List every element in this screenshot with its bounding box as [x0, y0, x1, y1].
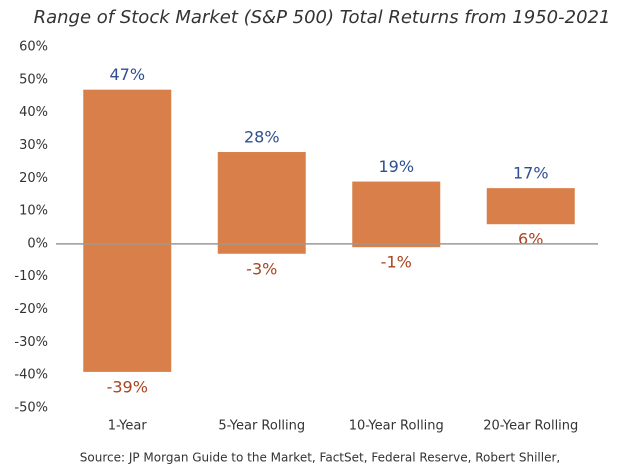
- max-label: 19%: [378, 157, 414, 176]
- min-label: -1%: [381, 253, 412, 272]
- range-bar: [352, 181, 441, 248]
- range-bar: [217, 152, 306, 254]
- min-label: -39%: [107, 377, 148, 396]
- y-tick-label: 10%: [19, 204, 48, 219]
- max-label: 28%: [244, 128, 280, 147]
- range-bar: [83, 89, 172, 372]
- y-tick-label: 40%: [19, 105, 48, 120]
- y-tick-label: 20%: [19, 171, 48, 186]
- x-tick-label: 10-Year Rolling: [349, 419, 444, 434]
- x-tick-label: 20-Year Rolling: [483, 419, 578, 434]
- y-tick-label: -50%: [14, 401, 48, 416]
- y-tick-label: -10%: [14, 269, 48, 284]
- y-tick-label: 0%: [27, 236, 48, 251]
- y-tick-label: 50%: [19, 72, 48, 87]
- y-tick-label: 60%: [19, 40, 48, 55]
- y-tick-label: -20%: [14, 302, 48, 317]
- x-tick-label: 5-Year Rolling: [218, 419, 305, 434]
- range-bar: [486, 188, 575, 225]
- chart-title: Range of Stock Market (S&P 500) Total Re…: [34, 7, 611, 28]
- max-label: 47%: [109, 65, 145, 84]
- x-tick-label: 1-Year: [108, 419, 148, 434]
- y-tick-label: 30%: [19, 138, 48, 153]
- min-label: 6%: [518, 230, 543, 249]
- y-tick-label: -30%: [14, 335, 48, 350]
- y-tick-label: -40%: [14, 368, 48, 383]
- source-note: Source: JP Morgan Guide to the Market, F…: [80, 451, 560, 465]
- max-label: 17%: [513, 164, 549, 183]
- min-label: -3%: [246, 259, 277, 278]
